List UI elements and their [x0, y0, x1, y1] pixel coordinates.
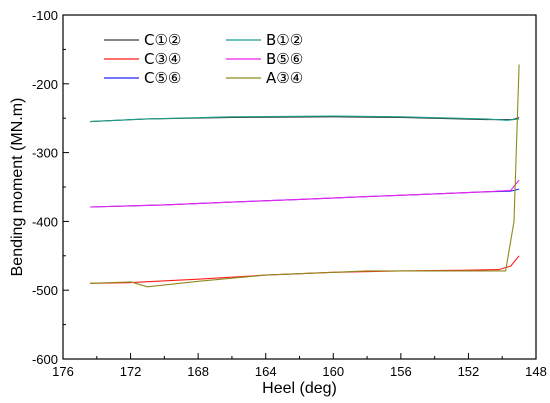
- y-tick-label: -500: [32, 283, 58, 298]
- x-tick-label: 156: [390, 364, 412, 379]
- y-tick-label: -200: [32, 77, 58, 92]
- x-tick-label: 152: [458, 364, 480, 379]
- y-tick-label: -600: [32, 352, 58, 367]
- legend-label: B①②: [266, 31, 303, 49]
- series-line-4: [89, 179, 520, 208]
- series-line-3: [89, 115, 520, 123]
- y-axis-title: Bending moment (MN.m): [9, 98, 26, 277]
- series-line-1: [89, 255, 520, 284]
- x-tick-label: 148: [525, 364, 547, 379]
- legend-label: A③④: [266, 69, 303, 87]
- x-tick-label: 176: [52, 364, 74, 379]
- y-axis-ticks: -100 -200 -300 -400 -500 -600: [32, 8, 69, 367]
- series-line-2: [89, 188, 520, 208]
- y-tick-label: -100: [32, 8, 58, 23]
- legend-label: C⑤⑥: [144, 69, 181, 87]
- y-tick-label: -300: [32, 146, 58, 161]
- legend-label: C①②: [144, 31, 181, 49]
- x-tick-label: 164: [255, 364, 277, 379]
- y-tick-label: -400: [32, 214, 58, 229]
- legend-label: C③④: [144, 50, 181, 68]
- x-tick-label: 172: [120, 364, 142, 379]
- x-axis-title: Heel (deg): [262, 380, 337, 397]
- legend-label: B⑤⑥: [266, 50, 303, 68]
- x-tick-label: 168: [187, 364, 209, 379]
- series-lines: [89, 64, 520, 288]
- series-line-5: [89, 64, 520, 288]
- x-tick-label: 160: [322, 364, 344, 379]
- x-axis-ticks: 176 172 168 164 160 156 152 148: [52, 353, 547, 379]
